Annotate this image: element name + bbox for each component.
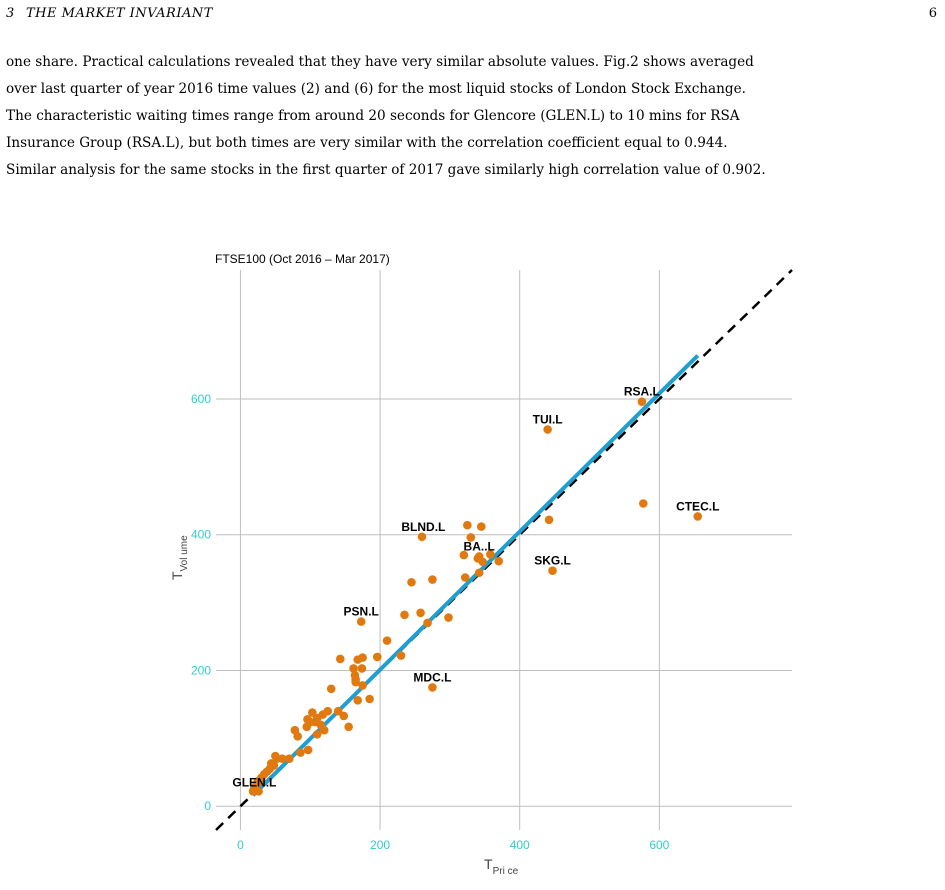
y-tick-label: 600 bbox=[191, 392, 211, 406]
data-point bbox=[486, 550, 495, 559]
data-point bbox=[396, 651, 406, 660]
data-point bbox=[638, 499, 648, 508]
data-point bbox=[637, 397, 647, 406]
x-tick-label: 200 bbox=[370, 838, 390, 852]
data-point bbox=[356, 617, 366, 626]
data-point bbox=[285, 754, 294, 764]
data-point bbox=[543, 425, 552, 434]
x-axis-label: TPri ce bbox=[484, 856, 519, 877]
y-tick-labels: 0 200 400 600 bbox=[191, 392, 211, 813]
data-point bbox=[416, 608, 425, 618]
point-label: MDC.L bbox=[413, 670, 451, 684]
y-axis-label-main: T bbox=[169, 571, 185, 580]
page-number: 6 bbox=[928, 6, 937, 21]
data-point bbox=[474, 568, 484, 578]
data-point bbox=[296, 748, 305, 757]
y-tick-label: 200 bbox=[191, 663, 211, 677]
x-tick-label: 400 bbox=[510, 838, 530, 852]
running-header: 3 THE MARKET INVARIANT 6 bbox=[6, 6, 937, 28]
data-point bbox=[351, 677, 360, 687]
paragraph-line: Insurance Group (RSA.L), but both times … bbox=[6, 135, 728, 151]
data-point bbox=[335, 654, 345, 664]
data-point bbox=[463, 520, 472, 530]
figure: FTSE100 (Oct 2016 – Mar 2017) 0 200 400 600… bbox=[0, 240, 945, 885]
section-title: THE MARKET INVARIANT bbox=[26, 6, 213, 21]
grid-lines bbox=[216, 270, 792, 830]
x-axis-label-sub: Pri ce bbox=[493, 866, 519, 877]
paragraph-line: one share. Practical calculations reveal… bbox=[6, 54, 754, 70]
data-point bbox=[254, 787, 263, 796]
data-point bbox=[349, 664, 358, 673]
data-points bbox=[248, 397, 703, 796]
data-point bbox=[319, 725, 329, 735]
y-axis-label-sub: Vol ume bbox=[179, 535, 190, 572]
data-point bbox=[365, 694, 374, 704]
y-axis-label: TVol ume bbox=[169, 535, 190, 580]
data-point bbox=[428, 575, 437, 584]
data-point bbox=[444, 613, 453, 622]
data-point bbox=[459, 550, 469, 560]
x-tick-labels: 0 200 400 600 bbox=[237, 838, 670, 852]
data-point bbox=[326, 684, 336, 694]
point-label: BA..L bbox=[464, 539, 495, 553]
data-point bbox=[423, 618, 432, 628]
data-point bbox=[278, 754, 287, 764]
data-point bbox=[544, 515, 554, 525]
data-point bbox=[478, 557, 488, 567]
data-point bbox=[344, 722, 353, 732]
y-tick-label: 400 bbox=[191, 528, 211, 542]
data-point bbox=[303, 745, 313, 755]
point-label: GLEN.L bbox=[232, 776, 276, 790]
point-label: PSN.L bbox=[344, 605, 379, 619]
data-point bbox=[293, 732, 302, 741]
identity-diagonal-line bbox=[215, 269, 793, 831]
paragraph-line: over last quarter of year 2016 time valu… bbox=[6, 81, 746, 97]
scatter-chart: FTSE100 (Oct 2016 – Mar 2017) 0 200 400 600… bbox=[169, 252, 793, 877]
regression-fit-line bbox=[251, 354, 700, 797]
x-axis-label-main: T bbox=[484, 856, 493, 872]
point-label: SKG.L bbox=[534, 554, 571, 568]
data-point bbox=[407, 577, 416, 587]
data-point bbox=[333, 706, 343, 716]
data-point bbox=[494, 556, 504, 566]
data-point bbox=[693, 512, 703, 521]
data-point bbox=[255, 777, 265, 787]
chart-title: FTSE100 (Oct 2016 – Mar 2017) bbox=[215, 252, 390, 266]
paragraph-line: Similar analysis for the same stocks in … bbox=[6, 162, 766, 178]
data-point bbox=[548, 566, 557, 576]
y-tick-label: 0 bbox=[204, 799, 211, 813]
data-point bbox=[372, 652, 382, 662]
data-point bbox=[466, 533, 476, 542]
data-point bbox=[339, 711, 349, 721]
point-label: RSA.L bbox=[624, 385, 660, 399]
point-label: BLND.L bbox=[401, 520, 445, 534]
data-point bbox=[357, 664, 367, 673]
data-point bbox=[460, 573, 470, 582]
x-tick-label: 600 bbox=[649, 838, 669, 852]
data-point bbox=[353, 696, 363, 705]
data-point bbox=[302, 722, 312, 732]
data-point bbox=[400, 610, 409, 620]
data-point bbox=[358, 681, 367, 690]
data-point bbox=[382, 636, 392, 645]
data-point bbox=[477, 522, 486, 531]
data-point bbox=[312, 729, 322, 739]
x-tick-label: 0 bbox=[237, 838, 244, 852]
point-labels: RSA.L TUI.L CTEC.L BLND.L BA..L SKG.L PSN.L MDC… bbox=[232, 385, 719, 790]
point-label: TUI.L bbox=[533, 413, 563, 427]
data-point bbox=[428, 683, 437, 692]
data-point bbox=[417, 532, 427, 542]
data-point bbox=[265, 764, 275, 774]
point-label: CTEC.L bbox=[676, 499, 719, 513]
data-point bbox=[358, 653, 367, 662]
section-number: 3 bbox=[6, 6, 15, 21]
paragraph-line: The characteristic waiting times range f… bbox=[6, 108, 740, 124]
body-paragraph: one share. Practical calculations reveal… bbox=[6, 49, 938, 184]
